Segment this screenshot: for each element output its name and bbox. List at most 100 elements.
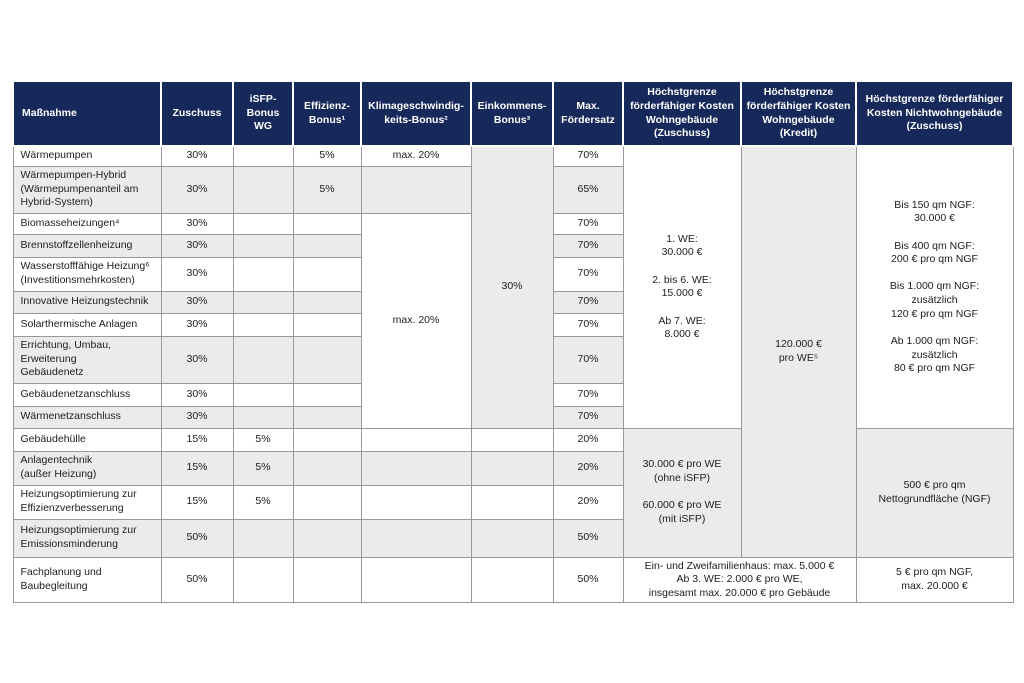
cell-isfp <box>232 518 294 558</box>
cell-zuschuss: 15% <box>160 484 234 520</box>
cell-einkommens <box>470 427 554 452</box>
cell-massnahme: Heizungsoptimierung zur Effizienzverbess… <box>12 484 162 520</box>
subsidy-table: Maßnahme Zuschuss iSFP- Bonus WG Effizie… <box>12 80 1014 604</box>
header-hoechstgrenze-nwg-zuschuss: Höchstgrenze förderfähiger Kosten Nichtw… <box>855 80 1014 147</box>
header-massnahme: Maßnahme <box>12 80 162 147</box>
cell-foerdersatz: 20% <box>552 484 624 520</box>
cell-zuschuss: 30% <box>160 335 234 384</box>
cell-foerdersatz: 70% <box>552 145 624 167</box>
table-row: Wasserstofffähige Heizung⁶ (Investitions… <box>12 256 1013 292</box>
table-row: Gebäudenetzanschluss 30% 70% <box>12 382 1013 407</box>
cell-zuschuss: 30% <box>160 233 234 258</box>
table-row: Wärmenetzanschluss 30% 70% <box>12 405 1013 429</box>
cell-massnahme: Innovative Heizungstechnik <box>12 290 162 314</box>
cell-wg-zuschuss-merged: 1. WE: 30.000 € 2. bis 6. WE: 15.000 € A… <box>622 145 742 429</box>
cell-effizienz <box>292 484 362 520</box>
cell-nwg-zuschuss-merged: Bis 150 qm NGF: 30.000 € Bis 400 qm NGF:… <box>855 145 1014 429</box>
cell-klima <box>360 518 472 558</box>
cell-zuschuss: 30% <box>160 256 234 292</box>
table-row: Fachplanung und Baubegleitung 50% 50% Ei… <box>12 556 1014 604</box>
cell-effizienz <box>292 256 362 292</box>
cell-foerdersatz: 70% <box>552 312 624 337</box>
cell-massnahme: Solarthermische Anlagen <box>12 312 162 337</box>
cell-foerdersatz: 70% <box>552 405 624 429</box>
cell-isfp <box>232 382 294 407</box>
table-row: Wärmepumpen 30% 5% max. 20% 30% 70% 1. W… <box>12 145 1014 558</box>
cell-einkommens <box>470 518 554 558</box>
cell-effizienz: 5% <box>292 145 362 167</box>
cell-klima <box>360 427 472 452</box>
cell-massnahme: Wärmepumpen-Hybrid (Wärmepumpenanteil am… <box>12 165 162 214</box>
cell-massnahme: Wärmenetzanschluss <box>12 405 162 429</box>
cell-klima: max. 20% <box>360 145 472 167</box>
cell-isfp <box>232 335 294 384</box>
cell-foerdersatz: 50% <box>552 556 624 604</box>
cell-effizienz <box>292 382 362 407</box>
cell-massnahme: Wärmepumpen <box>12 145 162 167</box>
cell-einkommens <box>470 450 554 486</box>
cell-massnahme: Brennstoffzellenheizung <box>12 233 162 258</box>
cell-foerdersatz: 70% <box>552 335 624 384</box>
cell-effizienz <box>292 518 362 558</box>
cell-massnahme: Anlagentechnik (außer Heizung) <box>12 450 162 486</box>
cell-zuschuss: 30% <box>160 145 234 167</box>
cell-klima <box>360 556 472 604</box>
cell-massnahme: Heizungsoptimierung zur Emissionsminderu… <box>12 518 162 558</box>
cell-effizienz: 5% <box>292 165 362 214</box>
cell-einkommens-merged: 30% <box>470 145 554 429</box>
cell-zuschuss: 30% <box>160 212 234 235</box>
cell-isfp <box>232 256 294 292</box>
cell-isfp <box>232 145 294 167</box>
table-row: Brennstoffzellenheizung 30% 70% <box>12 233 1013 258</box>
header-effizienz-bonus: Effizienz- Bonus¹ <box>292 80 362 147</box>
cell-klima <box>360 484 472 520</box>
cell-massnahme: Fachplanung und Baubegleitung <box>12 556 162 604</box>
cell-isfp: 5% <box>232 450 294 486</box>
cell-einkommens <box>470 556 554 604</box>
cell-effizienz <box>292 233 362 258</box>
cell-wg-row15-merged: Ein- und Zweifamilienhaus: max. 5.000 € … <box>622 556 857 604</box>
cell-zuschuss: 30% <box>160 405 234 429</box>
cell-nwg-zuschuss-merged: 500 € pro qm Nettogrundfläche (NGF) <box>855 427 1014 558</box>
header-row: Maßnahme Zuschuss iSFP- Bonus WG Effizie… <box>12 80 1014 147</box>
cell-foerdersatz: 20% <box>552 427 624 452</box>
cell-foerdersatz: 70% <box>552 290 624 314</box>
cell-effizienz <box>292 212 362 235</box>
header-zuschuss: Zuschuss <box>160 80 234 147</box>
header-klima-bonus: Klimageschwindig- keits-Bonus² <box>360 80 472 147</box>
cell-foerdersatz: 65% <box>552 165 624 214</box>
cell-klima-merged: max. 20% <box>360 212 472 429</box>
cell-foerdersatz: 70% <box>552 212 624 235</box>
cell-massnahme: Wasserstofffähige Heizung⁶ (Investitions… <box>12 256 162 292</box>
table-row: Anlagentechnik (außer Heizung) 15% 5% 20… <box>12 450 1013 486</box>
cell-massnahme: Errichtung, Umbau, Erweiterung Gebäudene… <box>12 335 162 384</box>
cell-isfp: 5% <box>232 427 294 452</box>
cell-massnahme: Gebäudehülle <box>12 427 162 452</box>
cell-isfp <box>232 290 294 314</box>
header-hoechstgrenze-wg-zuschuss: Höchstgrenze förderfähiger Kosten Wohnge… <box>622 80 742 147</box>
cell-zuschuss: 50% <box>160 518 234 558</box>
cell-foerdersatz: 50% <box>552 518 624 558</box>
cell-effizienz <box>292 556 362 604</box>
cell-isfp <box>232 312 294 337</box>
cell-isfp <box>232 556 294 604</box>
cell-massnahme: Gebäudenetzanschluss <box>12 382 162 407</box>
cell-effizienz <box>292 290 362 314</box>
cell-zuschuss: 30% <box>160 290 234 314</box>
table-row: Heizungsoptimierung zur Effizienzverbess… <box>12 484 1013 520</box>
cell-effizienz <box>292 312 362 337</box>
cell-isfp <box>232 165 294 214</box>
header-isfp-bonus: iSFP- Bonus WG <box>232 80 294 147</box>
cell-foerdersatz: 70% <box>552 382 624 407</box>
cell-zuschuss: 30% <box>160 312 234 337</box>
cell-zuschuss: 30% <box>160 165 234 214</box>
cell-isfp <box>232 233 294 258</box>
cell-massnahme: Biomasseheizungen⁴ <box>12 212 162 235</box>
subsidy-table-container: Maßnahme Zuschuss iSFP- Bonus WG Effizie… <box>12 80 1014 604</box>
cell-zuschuss: 15% <box>160 427 234 452</box>
table-row: Errichtung, Umbau, Erweiterung Gebäudene… <box>12 335 1013 384</box>
cell-effizienz <box>292 335 362 384</box>
header-einkommens-bonus: Einkommens- Bonus³ <box>470 80 554 147</box>
cell-nwg-row15: 5 € pro qm NGF, max. 20.000 € <box>855 556 1014 604</box>
cell-isfp <box>232 405 294 429</box>
